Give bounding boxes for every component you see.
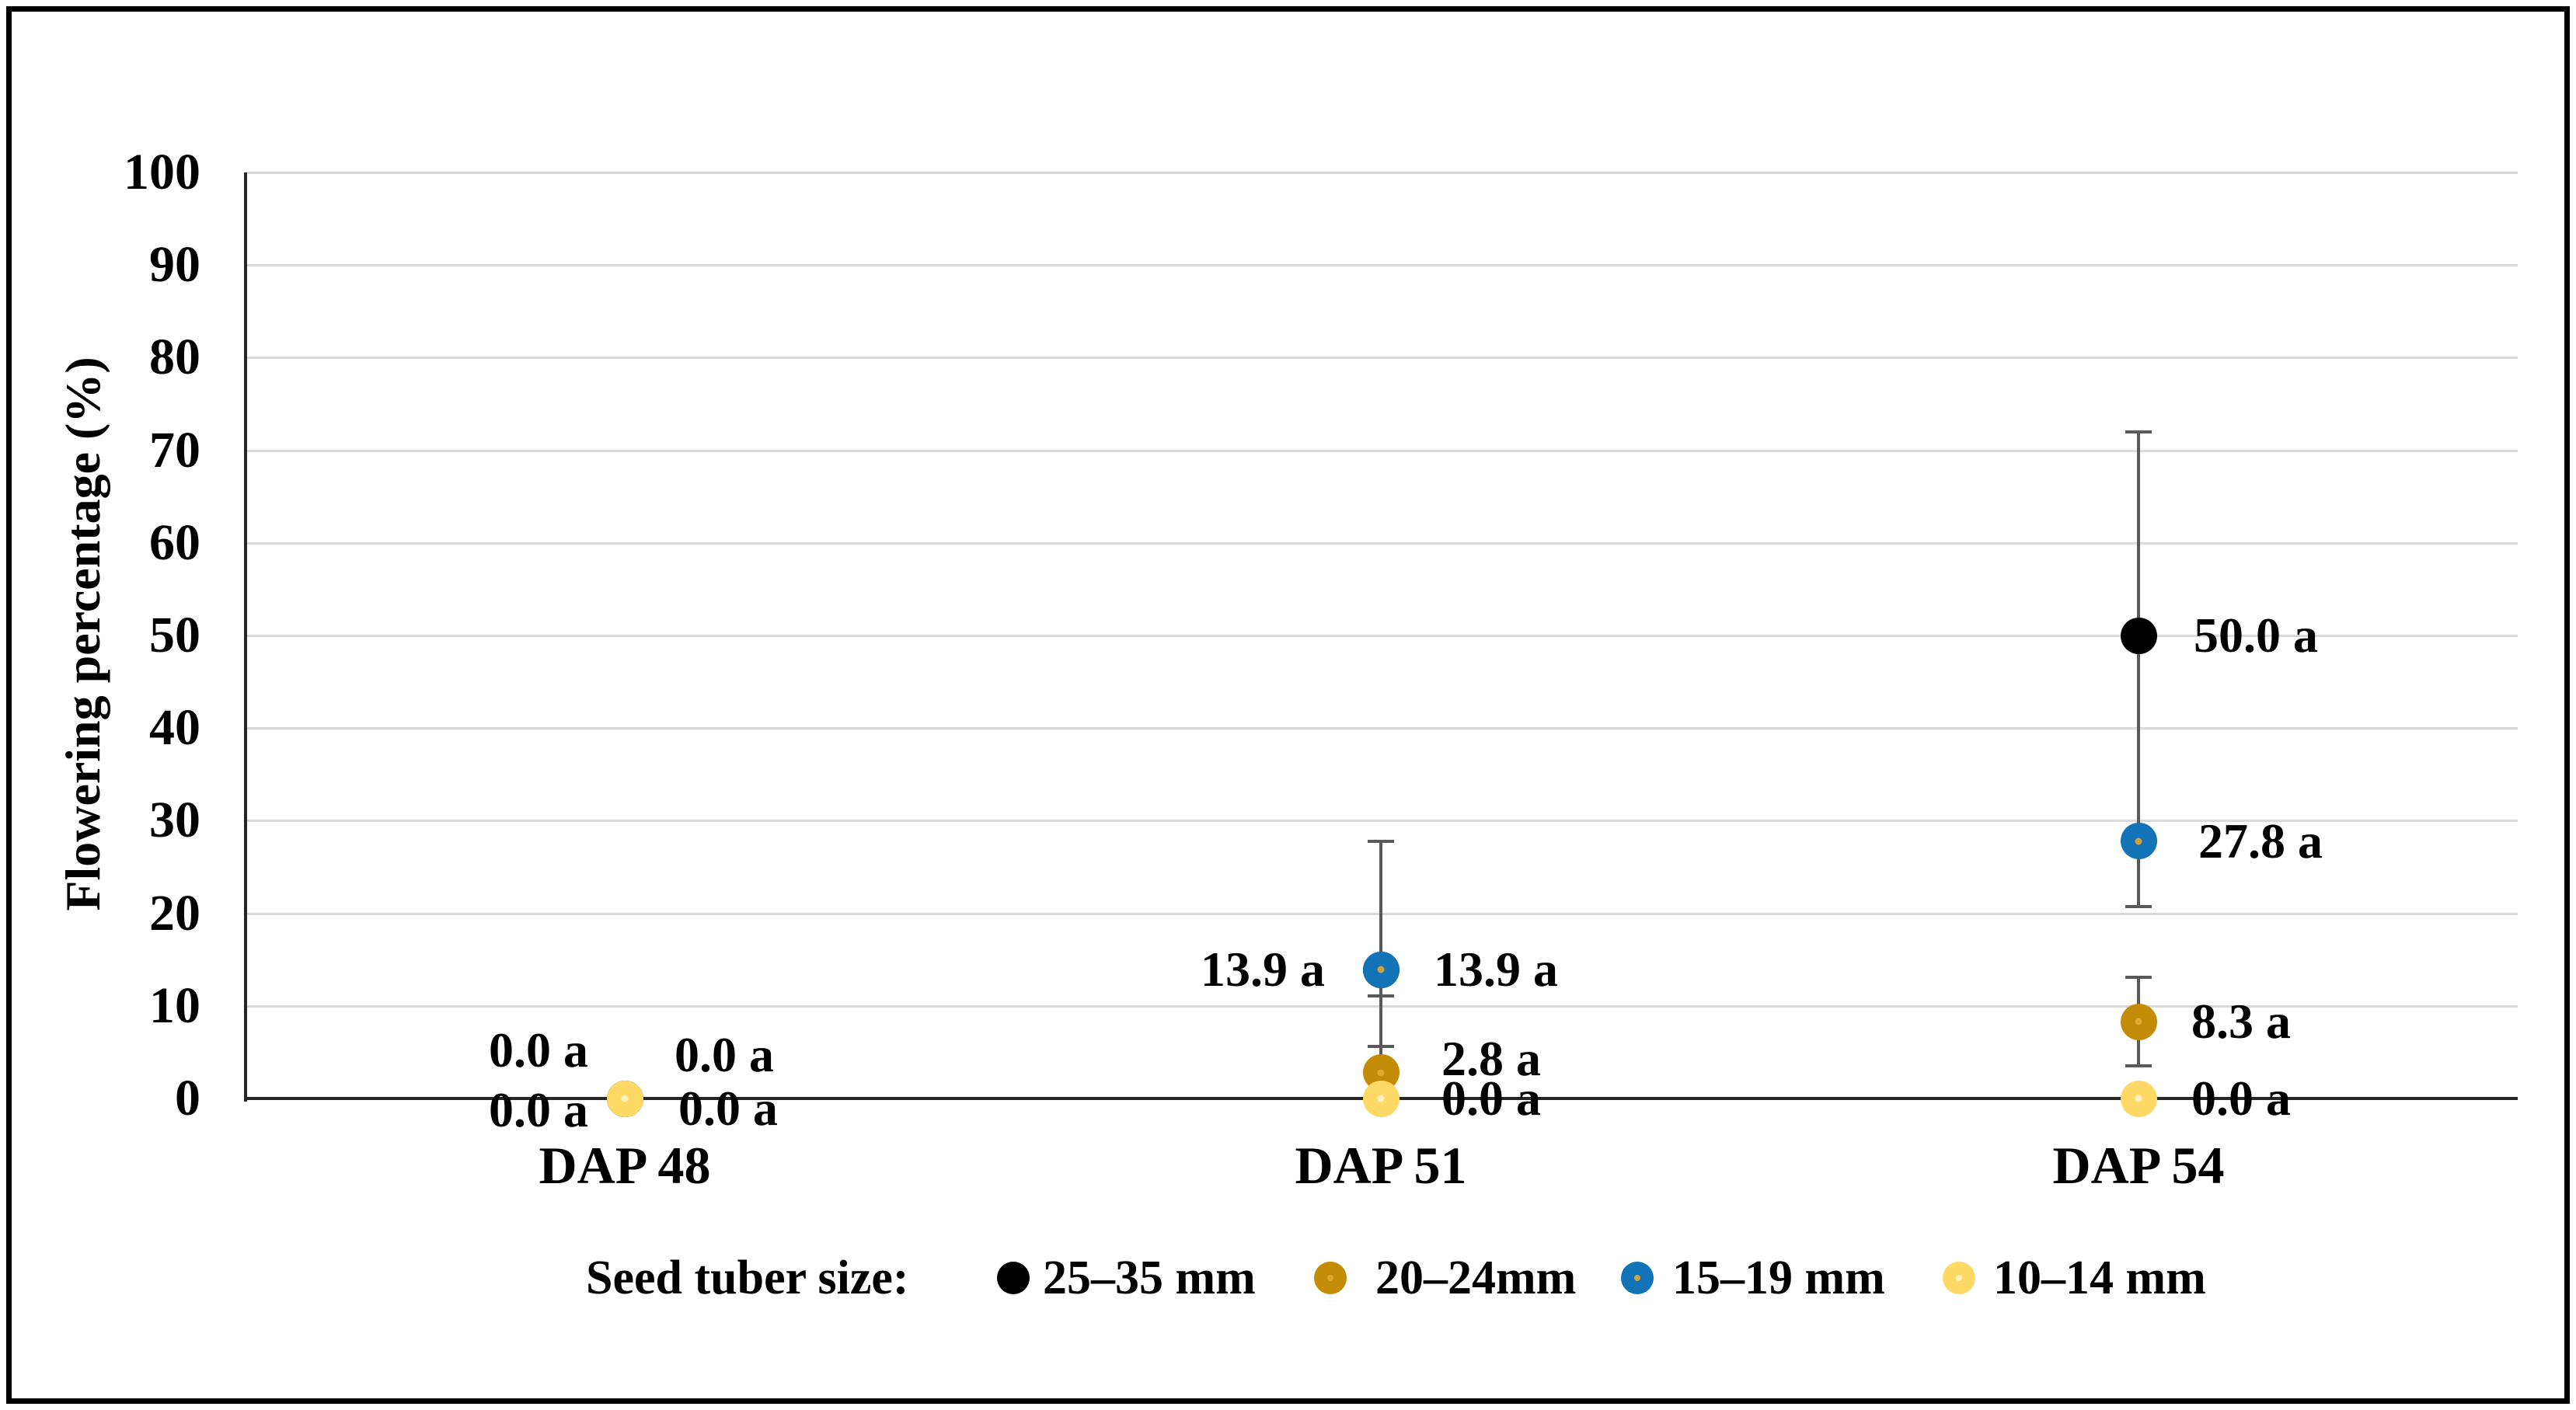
point-label: 0.0 a bbox=[489, 1082, 588, 1138]
data-point bbox=[2120, 1080, 2157, 1117]
x-category-label: DAP 48 bbox=[539, 1136, 711, 1195]
legend-marker-center-dot bbox=[1327, 1275, 1333, 1281]
data-point bbox=[1362, 1080, 1400, 1117]
point-label: 8.3 a bbox=[2191, 994, 2291, 1050]
error-bar-cap bbox=[2125, 905, 2152, 909]
data-point-center-dot bbox=[2135, 1018, 2142, 1025]
data-point-center-dot bbox=[621, 1095, 629, 1102]
data-point bbox=[2120, 823, 2157, 860]
point-label: 0.0 a bbox=[675, 1026, 774, 1082]
point-label: 13.9 a bbox=[1434, 942, 1558, 997]
figure-border bbox=[6, 6, 2570, 1404]
legend-marker-2 bbox=[1314, 1262, 1347, 1294]
y-axis-line bbox=[244, 172, 247, 1102]
point-label: 0.0 a bbox=[678, 1081, 778, 1137]
point-label: 27.8 a bbox=[2198, 813, 2323, 869]
gridline-80 bbox=[246, 357, 2518, 360]
error-bar-cap bbox=[1368, 839, 1394, 843]
legend-marker-center-dot bbox=[1956, 1275, 1962, 1281]
point-label: 0.0 a bbox=[489, 1022, 588, 1078]
gridline-30 bbox=[246, 820, 2518, 823]
y-tick-label-70: 70 bbox=[149, 421, 200, 479]
x-category-label: DAP 54 bbox=[2052, 1136, 2225, 1195]
gridline-40 bbox=[246, 727, 2518, 730]
legend-marker-3 bbox=[1621, 1262, 1654, 1294]
point-label: 0.0 a bbox=[2191, 1071, 2291, 1126]
y-tick-label-20: 20 bbox=[149, 884, 200, 942]
data-point bbox=[2120, 617, 2157, 654]
legend-label-3: 15–19 mm bbox=[1672, 1252, 1885, 1304]
y-tick-label-60: 60 bbox=[149, 514, 200, 571]
legend-title: Seed tuber size: bbox=[586, 1252, 909, 1304]
gridline-90 bbox=[246, 264, 2518, 267]
error-bar-cap bbox=[2125, 430, 2152, 433]
y-tick-label-0: 0 bbox=[175, 1070, 200, 1126]
y-tick-label-40: 40 bbox=[149, 699, 200, 757]
data-point-center-dot bbox=[1377, 1069, 1385, 1077]
data-point bbox=[606, 1080, 643, 1117]
point-label: 0.0 a bbox=[1441, 1071, 1541, 1126]
data-point-center-dot bbox=[1377, 1095, 1385, 1102]
y-tick-label-10: 10 bbox=[149, 977, 200, 1034]
error-bar-cap bbox=[2125, 975, 2152, 979]
gridline-70 bbox=[246, 449, 2518, 452]
y-tick-label-100: 100 bbox=[124, 144, 200, 200]
point-label: 50.0 a bbox=[2194, 608, 2318, 663]
gridline-60 bbox=[246, 541, 2518, 545]
y-tick-label-80: 80 bbox=[149, 329, 200, 386]
data-point bbox=[1362, 951, 1400, 988]
legend-marker-center-dot bbox=[1634, 1275, 1640, 1281]
data-point-center-dot bbox=[2135, 1095, 2142, 1102]
data-point-center-dot bbox=[1377, 966, 1385, 973]
error-bar-cap bbox=[1368, 1045, 1394, 1049]
error-bar-cap bbox=[1368, 994, 1394, 997]
y-tick-label-30: 30 bbox=[149, 792, 200, 849]
data-point-center-dot bbox=[2135, 837, 2142, 845]
gridline-50 bbox=[246, 635, 2518, 637]
y-tick-label-50: 50 bbox=[149, 607, 200, 663]
error-bar-line-1 bbox=[2137, 431, 2140, 907]
point-label: 2.8 a bbox=[1441, 1030, 1541, 1086]
error-bar-cap bbox=[2125, 1064, 2152, 1068]
legend-label-1: 25–35 mm bbox=[1043, 1252, 1256, 1304]
y-tick-label-90: 90 bbox=[149, 236, 200, 294]
gridline-100 bbox=[246, 172, 2518, 174]
legend-label-4: 10–14 mm bbox=[1993, 1252, 2206, 1304]
data-point bbox=[2120, 1003, 2157, 1040]
point-label: 13.9 a bbox=[1201, 942, 1325, 997]
legend-marker-1 bbox=[997, 1262, 1030, 1294]
legend-label-2: 20–24mm bbox=[1375, 1252, 1577, 1304]
legend-marker-4 bbox=[1943, 1262, 1975, 1294]
x-category-label: DAP 51 bbox=[1295, 1136, 1467, 1195]
